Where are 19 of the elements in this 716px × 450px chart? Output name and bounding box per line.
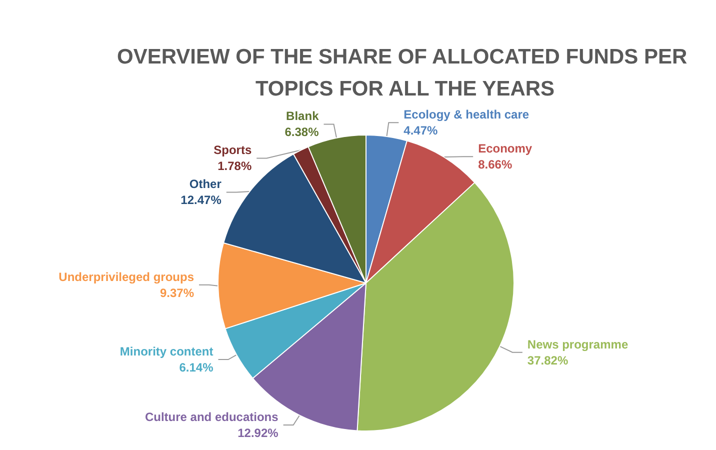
slice-label: News programme: [527, 337, 628, 352]
chart-title: OVERVIEW OF THE SHARE OF ALLOCATED FUNDS PER TOPICS FOR ALL THE YEARS: [117, 46, 693, 100]
slice-label: Blank: [286, 109, 320, 124]
data-label: 12.92%: [238, 426, 279, 440]
data-label: 1.78%: [218, 159, 252, 174]
data-label: 9.37%: [160, 286, 194, 300]
slice-label: Economy: [478, 142, 532, 156]
slice-label: Underprivileged groups: [58, 270, 194, 284]
slice-label: Ecology & health care: [404, 108, 530, 122]
data-label: 6.14%: [179, 360, 214, 375]
slice-label: Minority content: [120, 344, 214, 359]
slice-label: Sports: [214, 143, 252, 158]
data-label: 8.66%: [478, 158, 512, 172]
slice-label: Culture and educations: [144, 410, 279, 424]
data-label: 37.82%: [527, 353, 568, 368]
data-label: 4.47%: [404, 124, 438, 138]
data-label: 6.38%: [284, 125, 320, 140]
slice-label: Other: [189, 177, 222, 192]
data-label: 12.47%: [180, 193, 222, 208]
